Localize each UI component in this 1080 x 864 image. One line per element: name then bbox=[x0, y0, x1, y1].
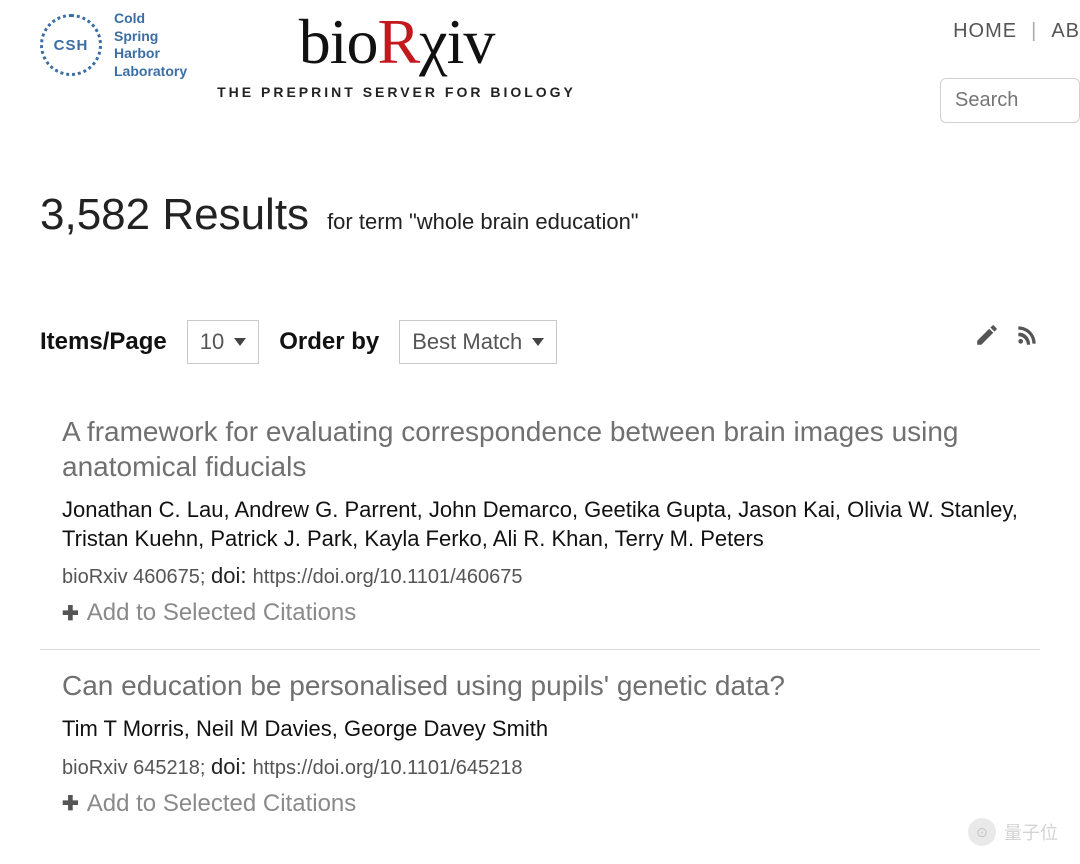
main-content: 3,582 Results for term "whole brain educ… bbox=[0, 120, 1080, 840]
csh-seal-icon: CSH bbox=[40, 14, 102, 76]
results-term: for term "whole brain education" bbox=[327, 209, 639, 235]
search-box bbox=[940, 78, 1080, 123]
doi-label: doi: bbox=[211, 563, 253, 588]
result-source: bioRxiv 460675; bbox=[62, 566, 205, 588]
results-count: 3,582 Results bbox=[40, 190, 309, 240]
result-title[interactable]: Can education be personalised using pupi… bbox=[40, 668, 1040, 703]
order-by-value: Best Match bbox=[412, 329, 522, 355]
rss-icon[interactable] bbox=[1014, 322, 1040, 353]
biorxiv-wordmark: bioRχiv bbox=[299, 10, 495, 74]
brand-r: R bbox=[377, 10, 419, 74]
results-header: 3,582 Results for term "whole brain educ… bbox=[40, 190, 1040, 240]
plus-icon: ✚ bbox=[62, 601, 79, 626]
results-controls: Items/Page 10 Order by Best Match bbox=[40, 320, 1040, 364]
csh-line: Cold bbox=[114, 10, 187, 28]
brand-bio: bio bbox=[299, 10, 378, 74]
result-doi[interactable]: https://doi.org/10.1101/460675 bbox=[253, 566, 523, 588]
add-citation-label: Add to Selected Citations bbox=[87, 599, 357, 627]
biorxiv-logo[interactable]: bioRχiv THE PREPRINT SERVER FOR BIOLOGY bbox=[217, 10, 576, 100]
csh-line: Spring bbox=[114, 28, 187, 46]
order-by-dropdown[interactable]: Best Match bbox=[399, 320, 557, 364]
chevron-down-icon bbox=[532, 338, 544, 346]
add-citation-button[interactable]: ✚ Add to Selected Citations bbox=[40, 599, 1040, 627]
tagline: THE PREPRINT SERVER FOR BIOLOGY bbox=[217, 84, 576, 100]
edit-icon[interactable] bbox=[974, 322, 1000, 353]
nav-about[interactable]: AB bbox=[1051, 20, 1080, 43]
add-citation-button[interactable]: ✚ Add to Selected Citations bbox=[40, 790, 1040, 818]
brand-chi: χ bbox=[419, 10, 446, 74]
result-doi[interactable]: https://doi.org/10.1101/645218 bbox=[253, 757, 523, 779]
watermark-text: 量子位 bbox=[1004, 819, 1058, 845]
order-by-label: Order by bbox=[279, 328, 379, 356]
wechat-icon: ⊙ bbox=[968, 818, 996, 846]
site-header: CSH Cold Spring Harbor Laboratory bioRχi… bbox=[0, 0, 1080, 120]
csh-line: Harbor bbox=[114, 45, 187, 63]
results-toolbar bbox=[974, 322, 1040, 353]
items-per-page-value: 10 bbox=[200, 329, 224, 355]
result-authors: Tim T Morris, Neil M Davies, George Dave… bbox=[40, 715, 1040, 744]
top-nav: HOME | AB bbox=[953, 20, 1080, 43]
nav-separator: | bbox=[1031, 20, 1037, 43]
result-item: A framework for evaluating correspondenc… bbox=[40, 396, 1040, 649]
search-input[interactable] bbox=[940, 78, 1080, 123]
result-item: Can education be personalised using pupi… bbox=[40, 649, 1040, 840]
csh-logo[interactable]: CSH Cold Spring Harbor Laboratory bbox=[40, 10, 187, 80]
watermark: ⊙ 量子位 bbox=[968, 818, 1058, 846]
items-per-page-dropdown[interactable]: 10 bbox=[187, 320, 259, 364]
result-authors: Jonathan C. Lau, Andrew G. Parrent, John… bbox=[40, 496, 1040, 553]
add-citation-label: Add to Selected Citations bbox=[87, 790, 357, 818]
csh-label: Cold Spring Harbor Laboratory bbox=[114, 10, 187, 80]
brand-iv: iv bbox=[447, 10, 495, 74]
chevron-down-icon bbox=[234, 338, 246, 346]
nav-home[interactable]: HOME bbox=[953, 20, 1017, 43]
result-meta: bioRxiv 460675; doi: https://doi.org/10.… bbox=[40, 563, 1040, 589]
doi-label: doi: bbox=[211, 754, 253, 779]
plus-icon: ✚ bbox=[62, 791, 79, 816]
result-source: bioRxiv 645218; bbox=[62, 757, 205, 779]
result-title[interactable]: A framework for evaluating correspondenc… bbox=[40, 414, 1040, 484]
result-meta: bioRxiv 645218; doi: https://doi.org/10.… bbox=[40, 754, 1040, 780]
csh-line: Laboratory bbox=[114, 63, 187, 81]
items-per-page-label: Items/Page bbox=[40, 328, 167, 356]
